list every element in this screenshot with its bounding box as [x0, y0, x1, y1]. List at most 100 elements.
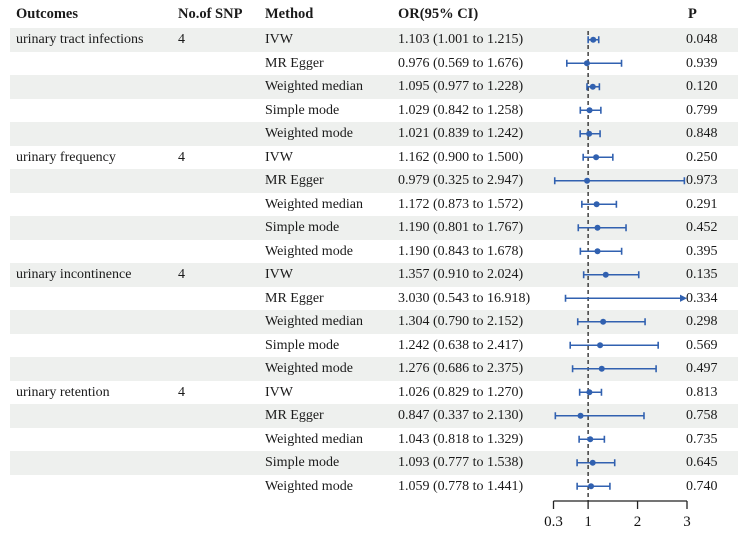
table-row: urinary incontinence 4 IVW 1.357 (0.910 … — [0, 263, 750, 287]
or-ci-value: 1.242 (0.638 to 2.417) — [398, 337, 524, 353]
table-row: MR Egger 3.030 (0.543 to 16.918) 0.334 — [0, 287, 750, 311]
method-label: Simple mode — [265, 102, 340, 118]
snp-count: 4 — [178, 267, 185, 282]
method-label: MR Egger — [265, 173, 324, 188]
p-value: 0.395 — [686, 243, 718, 259]
outcome-label: urinary incontinence — [16, 267, 132, 282]
header-p-value: P — [688, 6, 697, 22]
p-value: 0.048 — [686, 32, 718, 47]
p-value: 0.973 — [686, 173, 718, 188]
table-row: urinary retention 4 IVW 1.026 (0.829 to … — [0, 381, 750, 405]
or-ci-value: 1.162 (0.900 to 1.500) — [398, 149, 524, 165]
method-label: Simple mode — [265, 337, 340, 353]
method-label: IVW — [265, 32, 293, 47]
table-row: urinary tract infections 4 IVW 1.103 (1.… — [0, 28, 750, 52]
snp-count: 4 — [178, 32, 185, 47]
header-outcomes: Outcomes — [16, 6, 79, 22]
p-value: 0.799 — [686, 102, 718, 118]
p-value: 0.452 — [686, 220, 718, 235]
method-label: MR Egger — [265, 55, 324, 71]
method-label: Weighted median — [265, 79, 364, 94]
p-value: 0.120 — [686, 79, 718, 94]
table-row: Simple mode 1.093 (0.777 to 1.538) 0.645 — [0, 451, 750, 475]
method-label: Weighted mode — [265, 126, 353, 141]
or-ci-value: 1.190 (0.801 to 1.767) — [398, 220, 524, 235]
outcome-label: urinary retention — [16, 384, 110, 400]
or-ci-value: 1.190 (0.843 to 1.678) — [398, 243, 524, 259]
p-value: 0.740 — [686, 478, 718, 494]
p-value: 0.758 — [686, 408, 718, 423]
or-ci-value: 0.847 (0.337 to 2.130) — [398, 408, 524, 423]
p-value: 0.569 — [686, 337, 718, 353]
table-row: Weighted mode 1.190 (0.843 to 1.678) 0.3… — [0, 240, 750, 264]
x-axis-tick-label: 0.3 — [544, 514, 563, 530]
or-ci-value: 1.026 (0.829 to 1.270) — [398, 384, 524, 400]
table-row: Weighted median 1.304 (0.790 to 2.152) 0… — [0, 310, 750, 334]
or-ci-value: 3.030 (0.543 to 16.918) — [398, 290, 531, 306]
method-label: MR Egger — [265, 408, 324, 423]
table-row: Weighted mode 1.276 (0.686 to 2.375) 0.4… — [0, 357, 750, 381]
p-value: 0.813 — [686, 384, 718, 400]
outcome-label: urinary frequency — [16, 149, 116, 165]
p-value: 0.250 — [686, 149, 718, 165]
or-ci-value: 1.103 (1.001 to 1.215) — [398, 32, 524, 47]
method-label: IVW — [265, 384, 293, 400]
method-label: Simple mode — [265, 220, 340, 235]
snp-count: 4 — [178, 384, 185, 400]
or-ci-value: 1.029 (0.842 to 1.258) — [398, 102, 524, 118]
p-value: 0.645 — [686, 455, 718, 470]
method-label: Weighted median — [265, 314, 364, 329]
p-value: 0.334 — [686, 290, 718, 306]
method-label: Weighted mode — [265, 361, 353, 376]
p-value: 0.135 — [686, 267, 718, 282]
p-value: 0.939 — [686, 55, 718, 71]
table-row: Weighted median 1.043 (0.818 to 1.329) 0… — [0, 428, 750, 452]
snp-count: 4 — [178, 149, 185, 165]
or-ci-value: 1.095 (0.977 to 1.228) — [398, 79, 524, 94]
p-value: 0.291 — [686, 196, 718, 212]
or-ci-value: 1.093 (0.777 to 1.538) — [398, 455, 524, 470]
method-label: Simple mode — [265, 455, 340, 470]
p-value: 0.298 — [686, 314, 718, 329]
table-row: urinary frequency 4 IVW 1.162 (0.900 to … — [0, 146, 750, 170]
x-axis-tick-label: 2 — [634, 514, 642, 530]
table-row: Weighted mode 1.059 (0.778 to 1.441) 0.7… — [0, 475, 750, 499]
or-ci-value: 0.979 (0.325 to 2.947) — [398, 173, 524, 188]
or-ci-value: 1.357 (0.910 to 2.024) — [398, 267, 524, 282]
table-body: urinary tract infections 4 IVW 1.103 (1.… — [0, 28, 750, 498]
or-ci-value: 0.976 (0.569 to 1.676) — [398, 55, 524, 71]
table-row: MR Egger 0.976 (0.569 to 1.676) 0.939 — [0, 52, 750, 76]
table-row: Simple mode 1.242 (0.638 to 2.417) 0.569 — [0, 334, 750, 358]
method-label: Weighted median — [265, 431, 364, 447]
x-axis-tick-label: 1 — [584, 514, 592, 530]
p-value: 0.848 — [686, 126, 718, 141]
or-ci-value: 1.043 (0.818 to 1.329) — [398, 431, 524, 447]
p-value: 0.497 — [686, 361, 718, 376]
table-row: MR Egger 0.979 (0.325 to 2.947) 0.973 — [0, 169, 750, 193]
header-snp-count: No.of SNP — [178, 6, 243, 22]
header-method: Method — [265, 6, 314, 22]
or-ci-value: 1.059 (0.778 to 1.441) — [398, 478, 524, 494]
or-ci-value: 1.276 (0.686 to 2.375) — [398, 361, 524, 376]
table-row: Weighted median 1.172 (0.873 to 1.572) 0… — [0, 193, 750, 217]
table-row: Weighted mode 1.021 (0.839 to 1.242) 0.8… — [0, 122, 750, 146]
p-value: 0.735 — [686, 431, 718, 447]
table-row: Weighted median 1.095 (0.977 to 1.228) 0… — [0, 75, 750, 99]
or-ci-value: 1.172 (0.873 to 1.572) — [398, 196, 524, 212]
method-label: Weighted mode — [265, 478, 353, 494]
method-label: MR Egger — [265, 290, 324, 306]
method-label: Weighted mode — [265, 243, 353, 259]
x-axis-tick-label: 3 — [683, 514, 691, 530]
method-label: IVW — [265, 267, 293, 282]
header-or-ci: OR(95% CI) — [398, 6, 479, 22]
or-ci-value: 1.304 (0.790 to 2.152) — [398, 314, 524, 329]
or-ci-value: 1.021 (0.839 to 1.242) — [398, 126, 524, 141]
table-row: Simple mode 1.029 (0.842 to 1.258) 0.799 — [0, 99, 750, 123]
table-row: Simple mode 1.190 (0.801 to 1.767) 0.452 — [0, 216, 750, 240]
outcome-label: urinary tract infections — [16, 32, 144, 47]
method-label: Weighted median — [265, 196, 364, 212]
table-row: MR Egger 0.847 (0.337 to 2.130) 0.758 — [0, 404, 750, 428]
method-label: IVW — [265, 149, 293, 165]
table-header: Outcomes No.of SNP Method OR(95% CI) P — [0, 0, 750, 28]
